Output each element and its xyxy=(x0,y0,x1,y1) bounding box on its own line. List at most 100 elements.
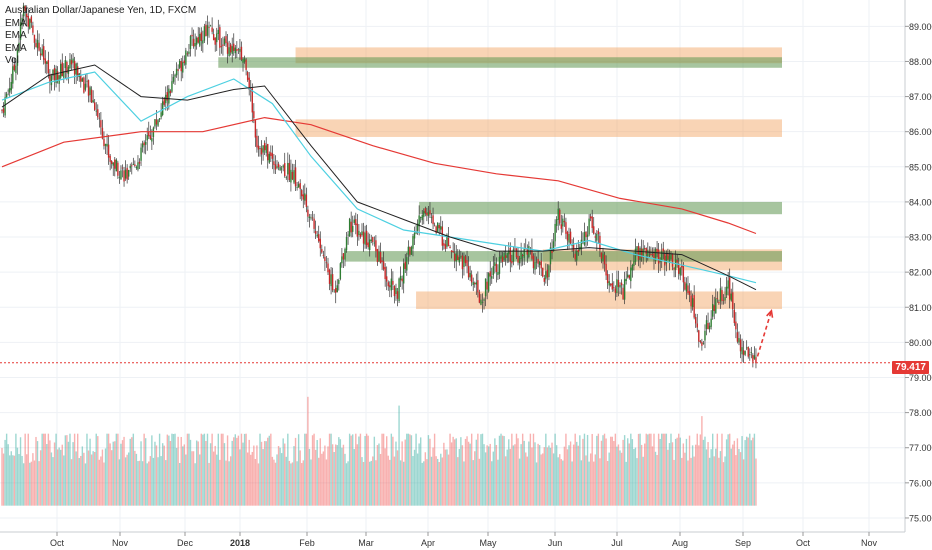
candle-body xyxy=(616,279,618,294)
volume-bar xyxy=(415,433,417,506)
candle-body xyxy=(41,48,43,56)
volume-bar xyxy=(124,457,127,506)
zone-green xyxy=(344,251,782,262)
volume-bar xyxy=(149,456,152,506)
volume-bar xyxy=(131,437,133,506)
volume-bar xyxy=(497,459,499,506)
volume-bar xyxy=(321,453,323,506)
candle-body xyxy=(127,169,130,177)
candle-body xyxy=(239,48,241,52)
candle-body xyxy=(684,281,686,290)
candle-body xyxy=(4,97,6,116)
candle-body xyxy=(559,209,561,224)
volume-bar xyxy=(260,441,263,506)
volume-bar xyxy=(219,459,221,506)
volume-bar xyxy=(318,457,320,506)
candle-body xyxy=(566,231,569,241)
volume-bar xyxy=(233,437,235,506)
candle-body xyxy=(257,145,260,150)
candle-body xyxy=(701,341,703,346)
volume-bar xyxy=(501,435,504,506)
candle-body xyxy=(477,280,479,293)
volume-bar xyxy=(47,433,50,506)
volume-bar xyxy=(647,434,649,506)
volume-bar xyxy=(613,441,615,506)
candle-body xyxy=(44,58,46,64)
volume-bar xyxy=(208,462,210,506)
volume-bar xyxy=(486,445,488,506)
volume-bar xyxy=(26,454,28,506)
volume-bar xyxy=(620,452,623,506)
volume-bar xyxy=(271,456,274,506)
volume-bar xyxy=(389,459,391,506)
candle-body xyxy=(705,320,708,330)
volume-bar xyxy=(684,452,686,506)
volume-bar xyxy=(265,441,267,506)
volume-bar xyxy=(529,433,532,506)
candle-body xyxy=(503,252,505,260)
candle-body xyxy=(406,257,408,271)
candle-body xyxy=(330,274,332,287)
candle-body xyxy=(109,155,111,162)
candle-body xyxy=(49,74,51,84)
candle-body xyxy=(307,209,309,217)
candle-body xyxy=(356,223,359,237)
volume-bar xyxy=(572,444,575,506)
volume-bar xyxy=(633,449,635,506)
volume-bar xyxy=(755,458,757,506)
volume-bar xyxy=(10,451,12,506)
volume-bar xyxy=(407,433,410,506)
candle-body xyxy=(665,255,668,264)
volume-bar xyxy=(341,447,343,506)
volume-bar xyxy=(7,444,9,506)
candle-body xyxy=(378,251,380,262)
volume-bar xyxy=(248,439,250,506)
y-tick-label: 77.000 xyxy=(909,443,932,453)
candle-body xyxy=(678,263,680,274)
candle-body xyxy=(324,256,326,262)
volume-bar xyxy=(413,449,416,506)
candle-body xyxy=(66,61,68,73)
volume-bar xyxy=(552,453,555,506)
volume-bar xyxy=(364,436,366,506)
candle-body xyxy=(634,248,637,262)
volume-bar xyxy=(273,459,275,506)
volume-bar xyxy=(738,448,740,506)
volume-bar xyxy=(199,454,201,506)
candle-body xyxy=(521,255,524,257)
candle-body xyxy=(18,42,20,52)
volume-bar xyxy=(716,433,719,506)
volume-bar xyxy=(223,443,226,506)
volume-bar xyxy=(583,433,586,506)
candle-body xyxy=(576,250,578,261)
candle-body xyxy=(285,177,287,179)
candle-body xyxy=(399,275,402,281)
candles xyxy=(1,2,757,369)
candle-body xyxy=(178,60,181,68)
candle-body xyxy=(341,256,343,264)
candle-body xyxy=(472,282,474,285)
candle-body xyxy=(443,243,445,246)
candle-body xyxy=(500,255,502,259)
candle-body xyxy=(233,43,235,51)
candle-body xyxy=(86,80,88,82)
volume-bar xyxy=(64,435,67,506)
y-tick-label: 79.000 xyxy=(909,373,932,383)
ema-mid-line xyxy=(1,64,757,291)
volume-bar xyxy=(610,436,612,506)
volume-bar xyxy=(569,441,572,506)
candle-body xyxy=(361,231,363,236)
candle-body xyxy=(55,69,57,84)
volume-bar xyxy=(628,443,630,506)
volume-bar xyxy=(742,459,745,506)
candle-body xyxy=(372,236,374,242)
candle-body xyxy=(710,318,712,327)
candle-body xyxy=(284,163,286,177)
candle-body xyxy=(63,70,65,78)
candle-body xyxy=(486,281,488,290)
volume-bar xyxy=(534,442,536,506)
volume-bar xyxy=(206,433,209,506)
volume-bar xyxy=(611,436,613,506)
candle-body xyxy=(555,219,558,226)
